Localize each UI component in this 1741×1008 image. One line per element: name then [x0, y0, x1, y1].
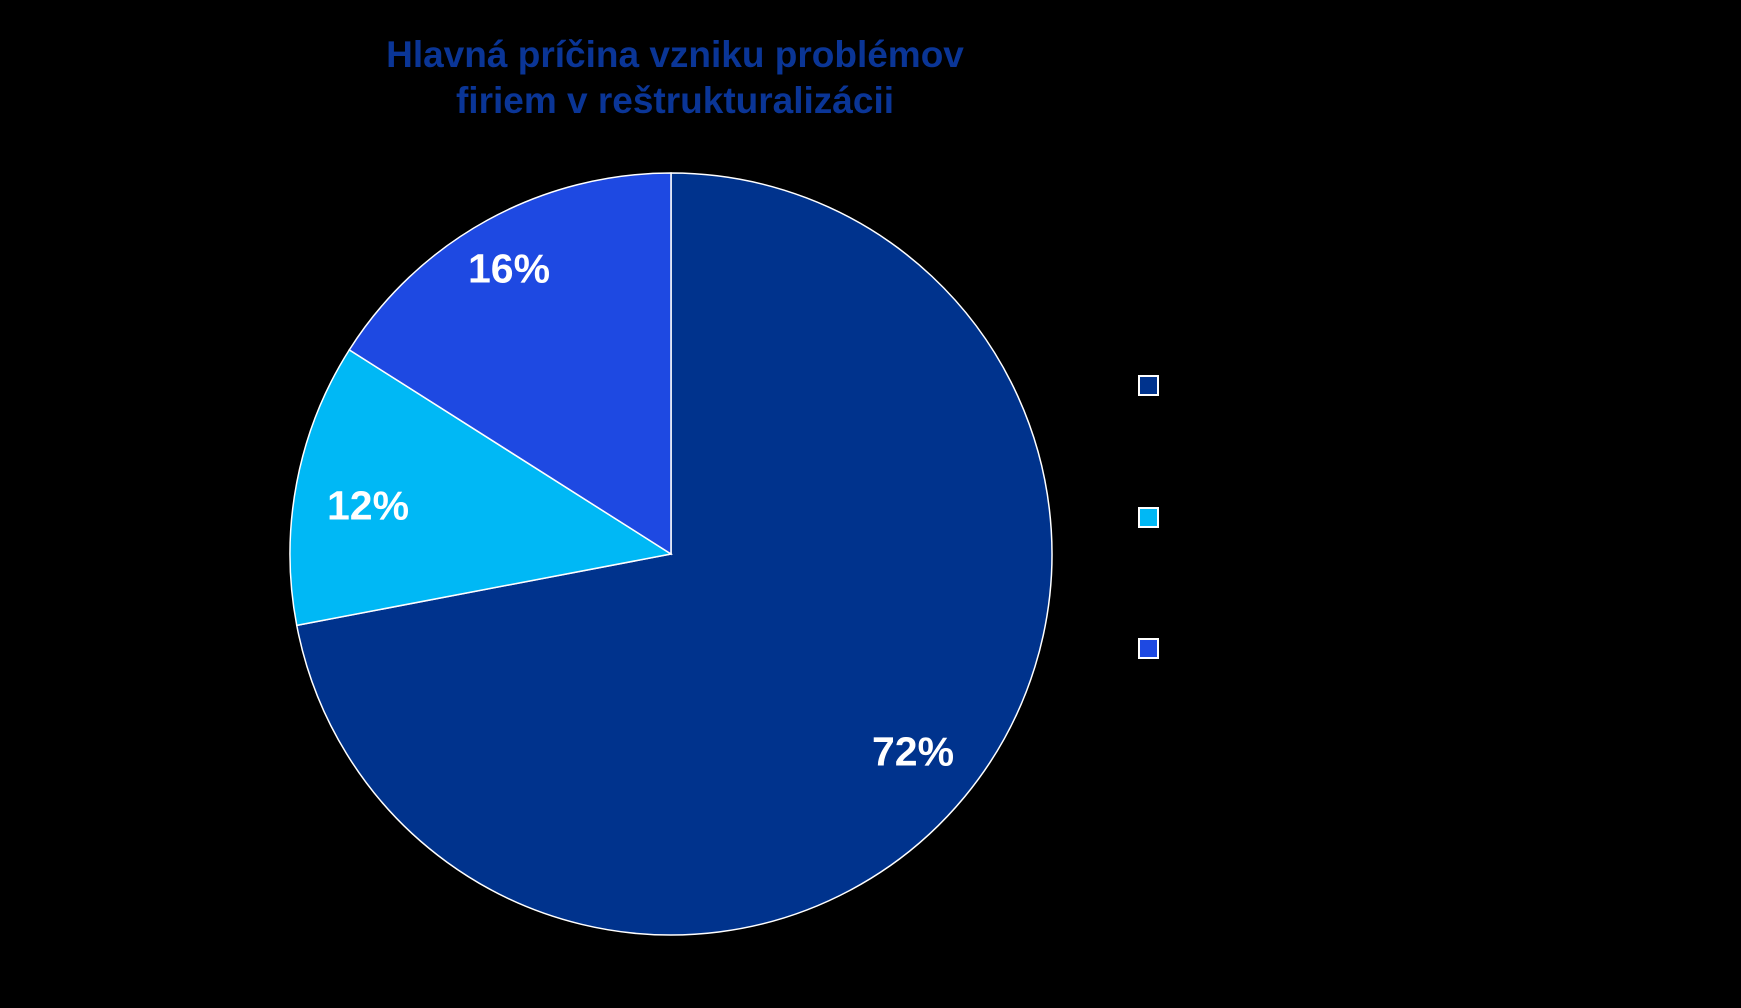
chart-title-line-1: Hlavná príčina vzniku problémov [386, 34, 964, 75]
legend-swatch-icon [1138, 638, 1159, 659]
pie-slice-3 [348, 172, 672, 556]
slice-label-16: 16% [467, 245, 551, 292]
pie-slice-1 [295, 172, 1053, 936]
slice-label-12: 12% [326, 482, 410, 529]
chart-title: Hlavná príčina vzniku problémov firiem v… [0, 32, 1350, 124]
legend-swatch-icon [1138, 375, 1159, 396]
pie-slice-2 [289, 348, 674, 627]
legend-swatch-icon [1138, 507, 1159, 528]
legend-item-3 [1138, 638, 1173, 659]
legend-item-2 [1138, 507, 1173, 528]
chart-title-line-2: firiem v reštrukturalizácii [455, 80, 895, 121]
slice-label-72: 72% [871, 728, 955, 775]
legend-item-1 [1138, 375, 1173, 396]
